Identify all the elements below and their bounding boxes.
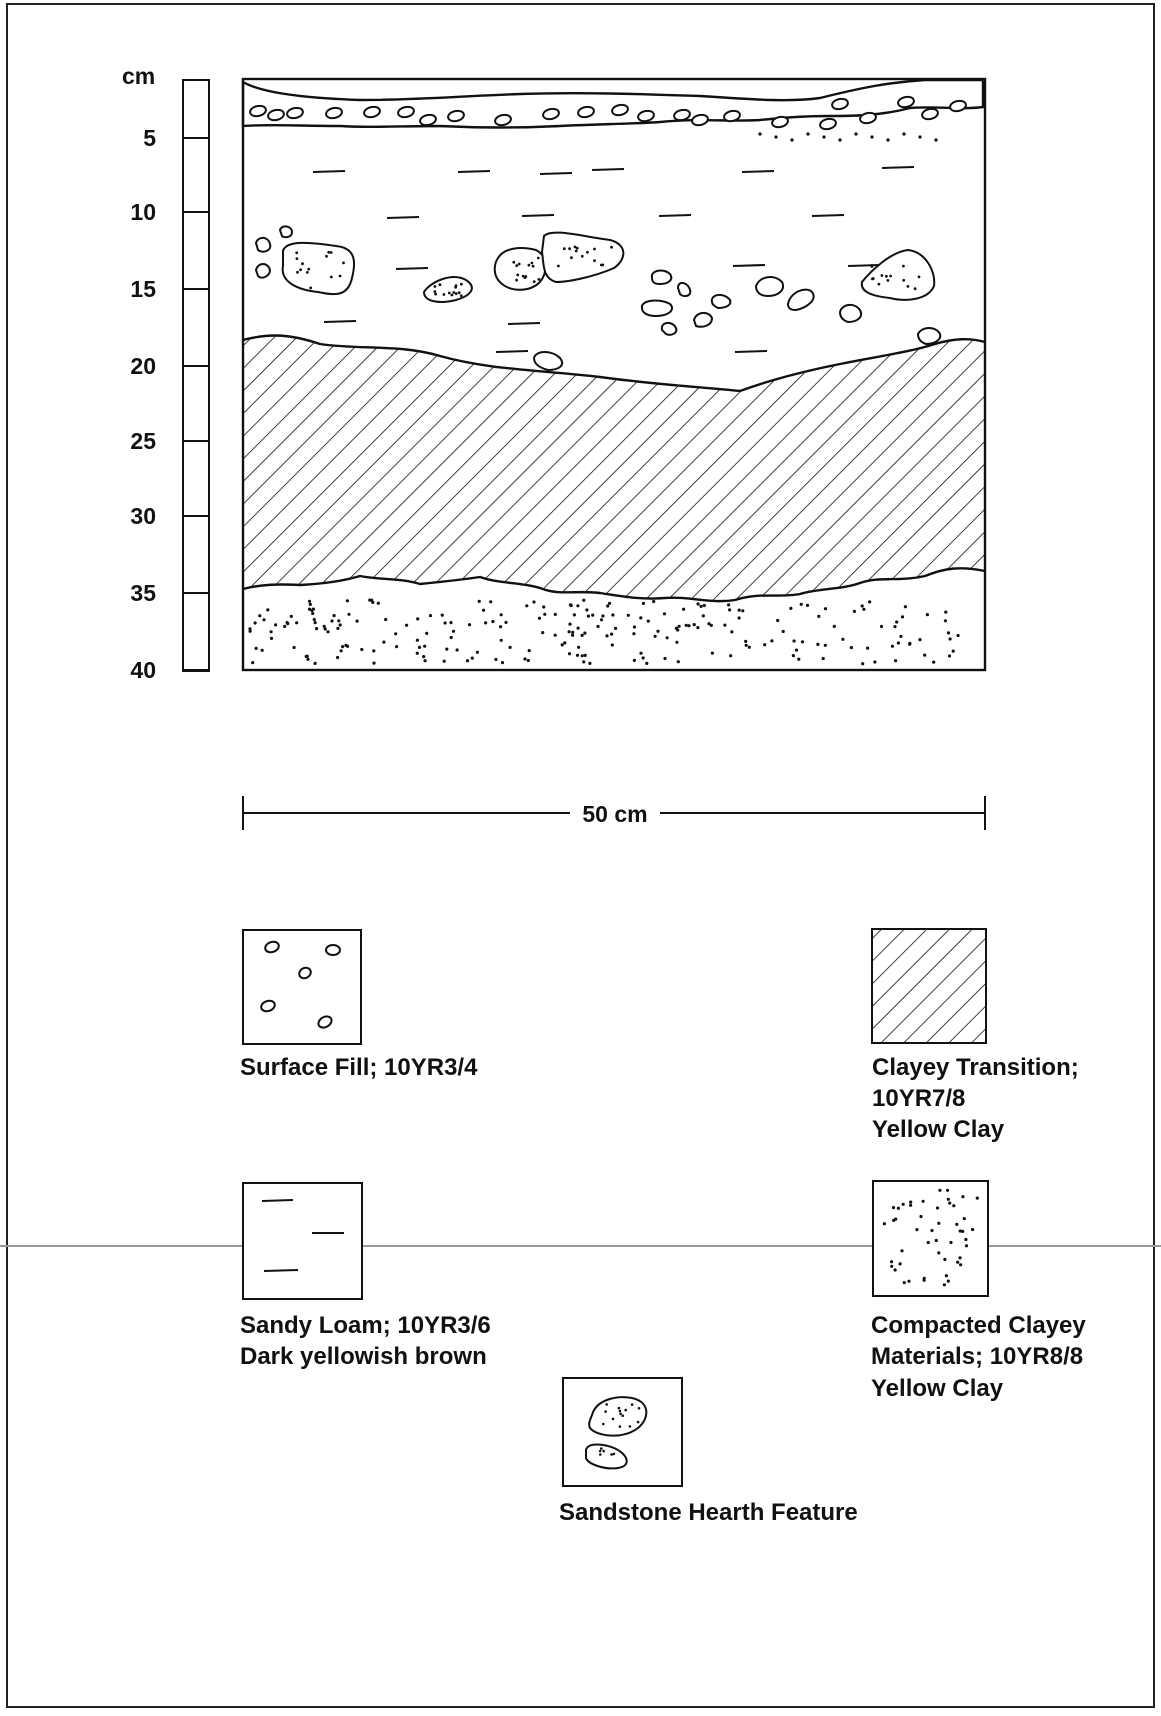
clay-compacted-boundary bbox=[242, 567, 986, 603]
legend-label-sandy-loam-line1: Sandy Loam; 10YR3/6 bbox=[240, 1312, 491, 1339]
legend-label-clayey-transition-line2: 10YR7/8 bbox=[872, 1085, 965, 1112]
legend-item-surface-fill: Surface Fill; 10YR3/4 bbox=[240, 929, 478, 1081]
legend-swatch-sandstone-hearth bbox=[562, 1377, 683, 1487]
svg-text:Clayey Transition; 10Y: Clayey Transition; 10YR7/8 Yellow Clay bbox=[872, 1054, 1085, 1143]
depth-tick-label-20: 20 bbox=[130, 353, 156, 379]
depth-tick-label-15: 15 bbox=[130, 276, 156, 302]
legend-label-sandstone-hearth-line1: Sandstone Hearth Feature bbox=[559, 1499, 858, 1526]
width-scale-label: 50 cm bbox=[582, 801, 647, 827]
legend-label-surface-fill-line1: Surface Fill; 10YR3/4 bbox=[240, 1054, 478, 1081]
depth-tick-label-10: 10 bbox=[130, 199, 156, 225]
svg-text:Sandy Loam; 10YR3/6 Da: Sandy Loam; 10YR3/6 Dark yellowish brown bbox=[240, 1312, 497, 1370]
legend-item-clayey-transition: Clayey Transition; 10YR7/8 Yellow Clay bbox=[871, 928, 1085, 1143]
depth-scale-bar bbox=[182, 79, 210, 672]
legend-label-compacted-clayey-line3: Yellow Clay bbox=[871, 1375, 1004, 1402]
compacted-clayey-layer bbox=[243, 568, 985, 670]
loam-clay-boundary bbox=[242, 334, 986, 393]
depth-scale: cm 5 10 15 20 25 30 35 40 bbox=[122, 63, 210, 683]
profile-frame bbox=[241, 77, 987, 672]
depth-tick-label-30: 30 bbox=[130, 503, 156, 529]
svg-text:Sandstone Hearth Feature: Sandstone Hearth Feature bbox=[559, 1499, 858, 1526]
legend-item-compacted-clayey: Compacted Clayey Materials; 10YR8/8 Yell… bbox=[871, 1180, 1092, 1402]
legend-label-clayey-transition-line1: Clayey Transition; bbox=[872, 1054, 1079, 1081]
depth-tick-label-25: 25 bbox=[130, 428, 156, 454]
legend-label-sandy-loam-line2: Dark yellowish brown bbox=[240, 1343, 487, 1370]
depth-unit-label: cm bbox=[122, 63, 155, 89]
legend-item-sandy-loam: Sandy Loam; 10YR3/6 Dark yellowish brown bbox=[240, 1182, 497, 1370]
legend-item-sandstone-hearth: Sandstone Hearth Feature bbox=[559, 1377, 858, 1526]
svg-text:Surface Fill; 10YR3/4: Surface Fill; 10YR3/4 bbox=[240, 1054, 478, 1081]
legend-label-compacted-clayey-line1: Compacted Clayey bbox=[871, 1312, 1086, 1339]
soil-profile bbox=[241, 77, 987, 672]
legend-swatch-sandy-loam bbox=[242, 1182, 363, 1300]
depth-tick-label-40: 40 bbox=[130, 657, 156, 683]
legend-label-clayey-transition-line3: Yellow Clay bbox=[872, 1116, 1005, 1143]
clayey-transition-layer bbox=[243, 335, 985, 602]
depth-tick-label-35: 35 bbox=[130, 580, 156, 606]
legend-swatch-clayey-transition bbox=[871, 928, 987, 1044]
width-scale: 50 cm bbox=[242, 796, 986, 830]
legend-label-compacted-clayey-line2: Materials; 10YR8/8 bbox=[871, 1343, 1083, 1370]
legend-swatch-compacted-clayey bbox=[872, 1180, 989, 1297]
figure-border bbox=[6, 3, 1155, 1708]
depth-tick-label-5: 5 bbox=[143, 125, 156, 151]
svg-text:Compacted Clayey Mater: Compacted Clayey Materials; 10YR8/8 Yell… bbox=[871, 1312, 1092, 1402]
legend: Surface Fill; 10YR3/4 Clayey Transition;… bbox=[240, 928, 1092, 1526]
legend-swatch-surface-fill bbox=[242, 929, 362, 1045]
